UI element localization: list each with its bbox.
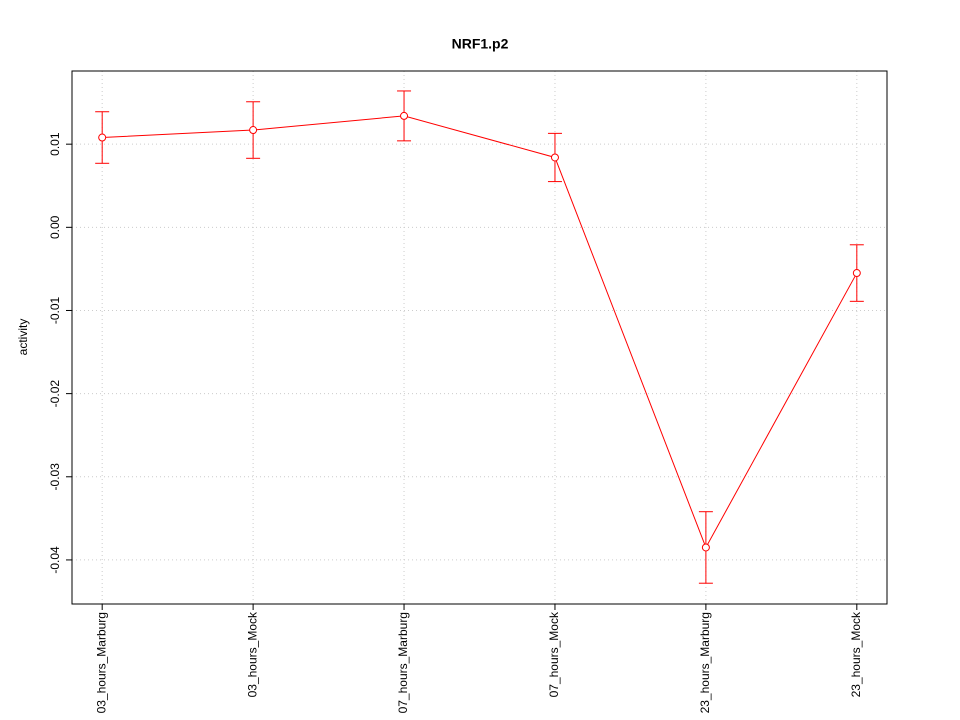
y-tick-label: -0.01 bbox=[48, 296, 62, 324]
point bbox=[701, 543, 710, 552]
point bbox=[400, 111, 409, 120]
point bbox=[550, 153, 559, 162]
y-tick-label: 0.01 bbox=[48, 132, 62, 156]
y-tick-label: -0.02 bbox=[48, 380, 62, 408]
y-tick-label: -0.03 bbox=[48, 463, 62, 491]
x-tick-label: 23_hours_Marburg bbox=[698, 612, 712, 713]
y-axis-label: activity bbox=[16, 319, 30, 356]
x-tick-label: 07_hours_Mock bbox=[547, 611, 561, 697]
plot-frame bbox=[71, 70, 888, 605]
y-tick-label: 0.00 bbox=[48, 215, 62, 239]
x-tick-label: 03_hours_Marburg bbox=[94, 612, 108, 713]
point bbox=[98, 133, 107, 142]
x-tick-label: 03_hours_Mock bbox=[245, 611, 259, 697]
x-tick-label: 23_hours_Mock bbox=[849, 611, 863, 697]
point bbox=[852, 269, 861, 278]
point bbox=[249, 126, 258, 135]
y-tick-label: -0.04 bbox=[48, 546, 62, 574]
x-tick-label: 07_hours_Marburg bbox=[396, 612, 410, 713]
line bbox=[102, 115, 858, 549]
chart-title: NRF1.p2 bbox=[452, 36, 509, 52]
